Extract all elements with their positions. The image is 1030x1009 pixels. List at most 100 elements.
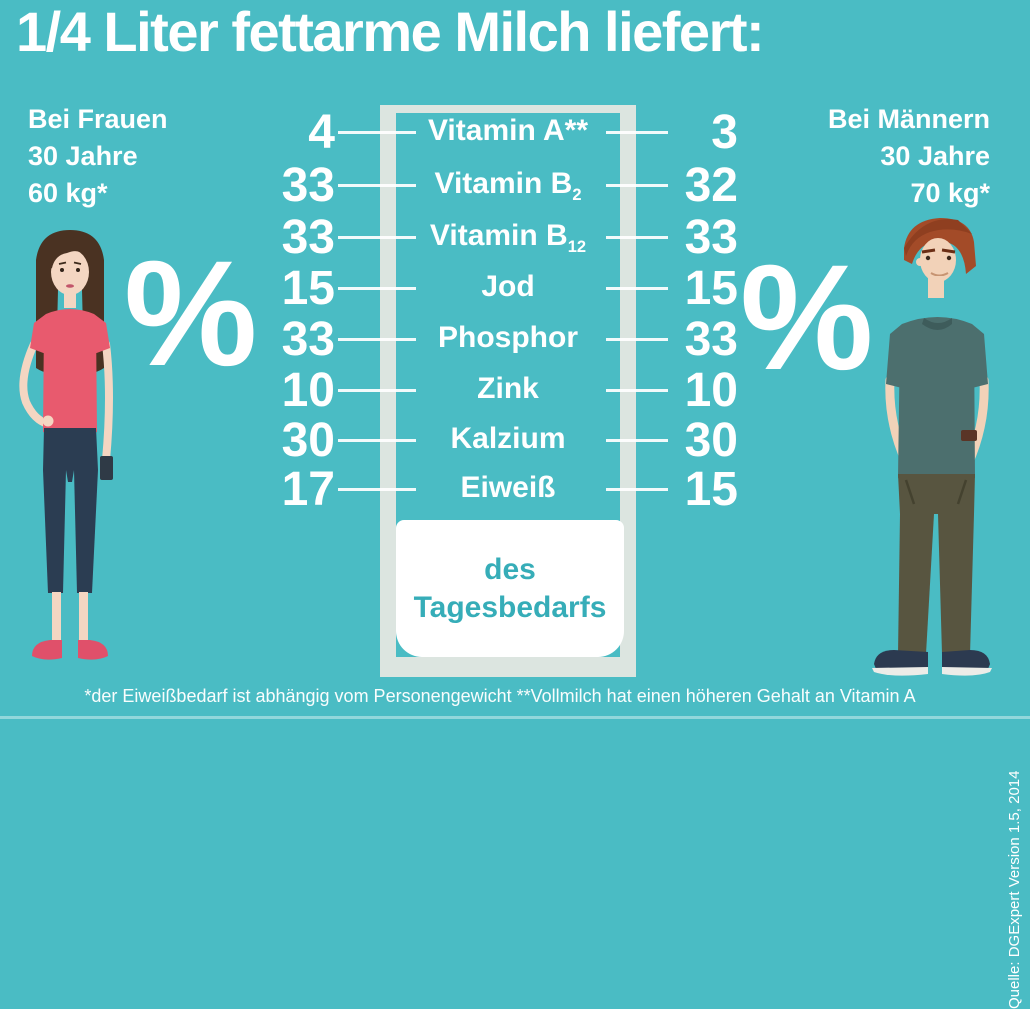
nutrient-label: Vitamin B12 [380,219,636,257]
woman-neck [64,290,76,308]
men-value: 33 [684,313,738,366]
men-value: 30 [684,414,738,467]
tagesbedarf-line2: Tagesbedarfs [413,590,607,624]
nutrient-text: Phosphor [438,320,578,354]
men-value: 33 [684,211,738,264]
man-face [920,238,956,282]
tick-right [606,488,668,491]
nutrient-label: Kalzium [380,422,636,460]
women-value: 30 [281,414,335,467]
men-value: 10 [684,364,738,417]
nutrient-label: Jod [380,270,636,308]
man-shoe-sole [872,667,928,676]
women-value: 17 [281,463,335,516]
women-value: 4 [308,106,335,159]
bottom-edge-divider [0,716,1030,719]
nutrient-text: Vitamin A** [427,113,589,147]
woman-shoe [32,640,62,660]
page-title: 1/4 Liter fettarme Milch liefert: [16,0,765,63]
man-brow [941,248,956,254]
tick-left [338,184,416,187]
tick-right [606,439,668,442]
tick-right [606,287,668,290]
tick-left [338,131,416,134]
man-pants-leg [898,514,934,657]
tick-right [606,131,668,134]
women-value: 33 [281,211,335,264]
man-hair-fringe [904,219,972,256]
women-value: 10 [281,364,335,417]
nutrient-label: Vitamin B2 [380,167,636,205]
men-value: 15 [684,262,738,315]
woman-arm-right [102,340,113,464]
woman-eye [76,268,80,272]
source-caption: Quelle: DGExpert Version 1.5, 2014 [1006,770,1023,1009]
man-ear [916,258,924,266]
man-shirt [886,317,988,483]
woman-illustration [19,230,113,660]
nutrient-text: Vitamin B [429,218,568,252]
nutrient-text: Zink [477,371,539,405]
man-shoe [942,650,990,671]
nutrient-text: Eiweiß [460,470,556,504]
tick-left [338,236,416,239]
men-header-line2: 30 Jahre [880,141,990,171]
women-header-line3: 60 kg* [28,178,108,208]
women-value: 33 [281,159,335,212]
men-percent-symbol: % [740,233,873,401]
footnote: *der Eiweißbedarf ist abhängig vom Perso… [84,686,916,706]
man-pocket [904,479,916,505]
tick-right [606,389,668,392]
man-pants-leg [938,514,974,657]
woman-bangs [48,237,92,270]
man-eye [925,255,931,261]
men-value: 3 [711,106,738,159]
man-shoe-sole [942,667,992,676]
man-watch [961,430,977,441]
nutrient-text: Jod [481,269,535,303]
woman-jeans-leg [74,470,98,593]
tick-left [338,488,416,491]
man-neck [928,276,944,298]
men-header: Bei Männern 30 Jahre 70 kg* [828,101,990,212]
nutrient-label: Phosphor [380,321,636,359]
nutrient-text: Kalzium [450,421,566,455]
woman-ankle [52,592,61,640]
men-header-line1: Bei Männern [827,104,990,134]
tick-right [606,338,668,341]
women-header-line2: 30 Jahre [28,141,138,171]
tick-left [338,338,416,341]
tick-right [606,236,668,239]
woman-ankle [79,592,88,640]
tagesbedarf-box: des Tagesbedarfs [396,520,624,657]
nutrient-label: Eiweiß [380,471,636,509]
men-header-line3: 70 kg* [910,178,990,208]
woman-brow [73,261,82,265]
woman-brow [58,261,67,265]
woman-hand-on-hip [42,415,54,427]
nutrient-subscript: 2 [572,186,582,205]
tick-right [606,184,668,187]
tagesbedarf-line1: des [484,553,536,586]
nutrient-label: Zink [380,372,636,410]
man-illustration [872,218,992,676]
woman-phone [100,456,113,480]
women-header: Bei Frauen 30 Jahre 60 kg* [28,101,168,212]
woman-jeans-leg [43,470,66,593]
woman-shoe [78,640,108,660]
men-value: 32 [684,159,738,212]
man-brow [921,248,936,254]
nutrient-subscript: 12 [567,238,587,257]
woman-eye [60,268,64,272]
man-mouth [930,272,949,277]
women-value: 33 [281,313,335,366]
nutrient-text: Vitamin B [434,166,573,200]
woman-face [51,249,89,295]
women-percent-symbol: % [124,229,257,397]
women-header-line1: Bei Frauen [28,104,168,134]
tick-left [338,389,416,392]
woman-shirt [30,309,110,437]
man-eye [946,255,952,261]
tick-left [338,439,416,442]
